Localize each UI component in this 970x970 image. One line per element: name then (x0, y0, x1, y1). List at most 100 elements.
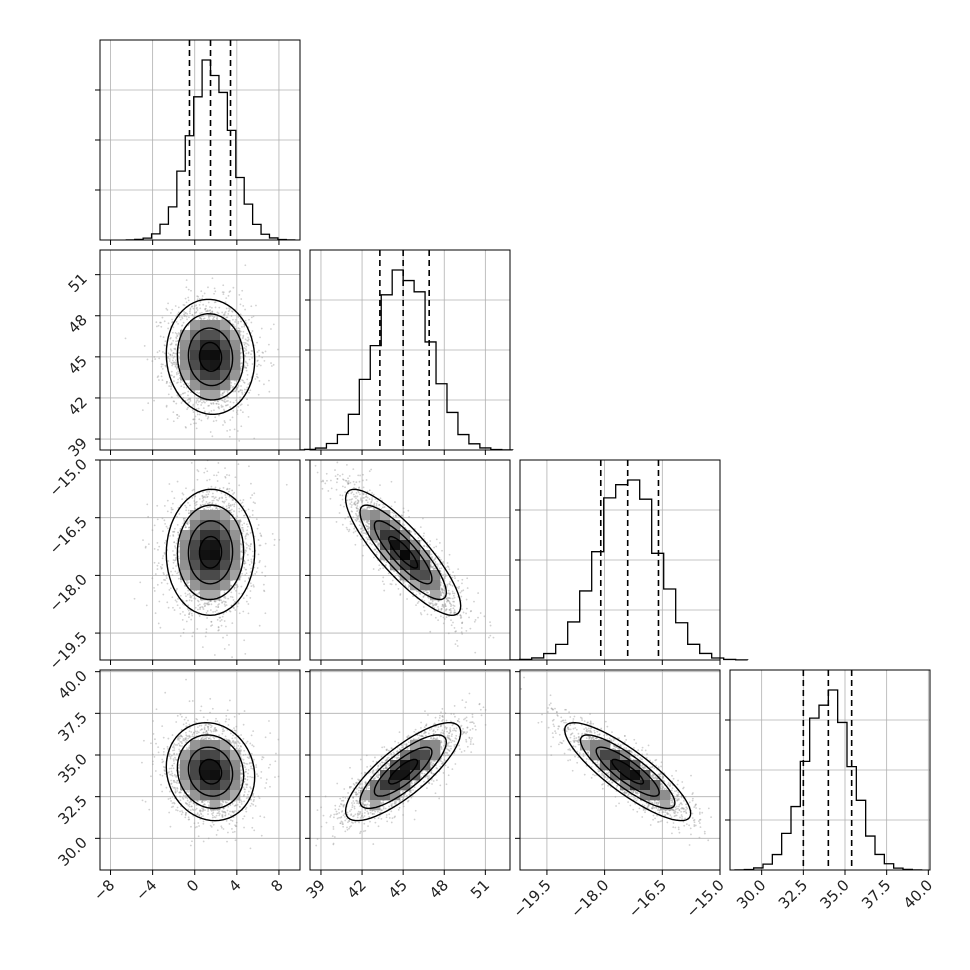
sample-point (176, 480, 179, 483)
sample-point (228, 309, 231, 311)
sample-point (448, 600, 451, 603)
sample-point (246, 362, 249, 365)
sample-point (190, 305, 193, 308)
sample-point (174, 556, 177, 559)
sample-point (192, 488, 195, 491)
sample-point (230, 381, 233, 384)
sample-point (206, 470, 209, 473)
sample-point (246, 740, 249, 743)
sample-point (459, 591, 462, 594)
sample-point (226, 507, 228, 510)
sample-point (239, 313, 242, 316)
sample-point (239, 409, 242, 412)
density-cell (230, 570, 241, 581)
sample-point (235, 388, 238, 391)
sample-point (355, 520, 358, 522)
sample-point (462, 589, 465, 592)
sample-point (181, 498, 184, 501)
sample-point (166, 309, 169, 311)
sample-point (205, 310, 207, 313)
sample-point (243, 343, 246, 346)
sample-point (257, 524, 260, 526)
sample-point (195, 408, 198, 410)
sample-point (231, 310, 234, 313)
sample-point (233, 586, 236, 589)
sample-point (185, 426, 187, 429)
sample-point (229, 401, 232, 403)
sample-point (462, 611, 465, 614)
sample-point (447, 592, 450, 595)
sample-point (241, 341, 244, 344)
sample-point (211, 508, 214, 511)
density-cell (210, 560, 221, 571)
sample-point (241, 526, 243, 529)
sample-point (321, 487, 324, 490)
sample-point (249, 389, 252, 392)
sample-point (242, 528, 244, 531)
density-cell (230, 560, 241, 571)
sample-point (256, 773, 258, 776)
sample-point (237, 385, 240, 387)
sample-point (185, 620, 188, 623)
sample-point (204, 503, 207, 506)
sample-point (236, 585, 239, 588)
sample-point (153, 756, 156, 758)
sample-point (242, 305, 245, 307)
sample-point (444, 573, 447, 576)
sample-point (362, 486, 365, 489)
sample-point (245, 342, 247, 345)
sample-point (453, 627, 456, 629)
sample-point (432, 604, 435, 607)
sample-point (461, 582, 463, 585)
sample-point (247, 544, 250, 547)
sample-point (339, 504, 342, 507)
sample-point (239, 396, 242, 399)
sample-point (251, 574, 254, 577)
sample-point (163, 552, 166, 555)
sample-point (235, 399, 238, 402)
sample-point (341, 494, 344, 497)
sample-point (371, 497, 373, 499)
density-cell (210, 330, 221, 341)
sample-point (423, 532, 425, 535)
sample-point (445, 585, 448, 588)
sample-point (423, 609, 426, 612)
sample-point (178, 557, 181, 560)
sample-point (256, 527, 259, 530)
sample-point (172, 567, 175, 570)
sample-point (241, 337, 244, 340)
sample-point (183, 718, 186, 721)
sample-point (239, 404, 242, 407)
sample-point (419, 526, 422, 529)
sample-point (210, 485, 213, 488)
sample-point (278, 538, 281, 541)
sample-point (216, 315, 219, 318)
sample-point (213, 409, 215, 412)
sample-point (206, 309, 209, 312)
sample-point (242, 610, 245, 613)
sample-point (156, 583, 159, 586)
sample-point (465, 607, 468, 610)
sample-point (240, 557, 243, 560)
density-cell (180, 350, 191, 361)
sample-point (355, 510, 358, 513)
sample-point (245, 322, 248, 325)
sample-point (345, 526, 348, 529)
density-cell (210, 340, 221, 351)
sample-point (204, 604, 207, 607)
sample-point (204, 635, 207, 638)
sample-point (203, 605, 206, 608)
sample-point (369, 503, 372, 506)
density-cell (210, 590, 221, 601)
sample-point (166, 510, 169, 513)
sample-point (147, 515, 150, 518)
sample-point (216, 499, 218, 501)
sample-point (449, 584, 452, 586)
sample-point (209, 501, 211, 504)
sample-point (182, 522, 185, 525)
sample-point (235, 589, 237, 592)
sample-point (260, 327, 263, 330)
sample-point (200, 705, 203, 708)
sample-point (172, 339, 175, 342)
sample-point (188, 316, 190, 319)
